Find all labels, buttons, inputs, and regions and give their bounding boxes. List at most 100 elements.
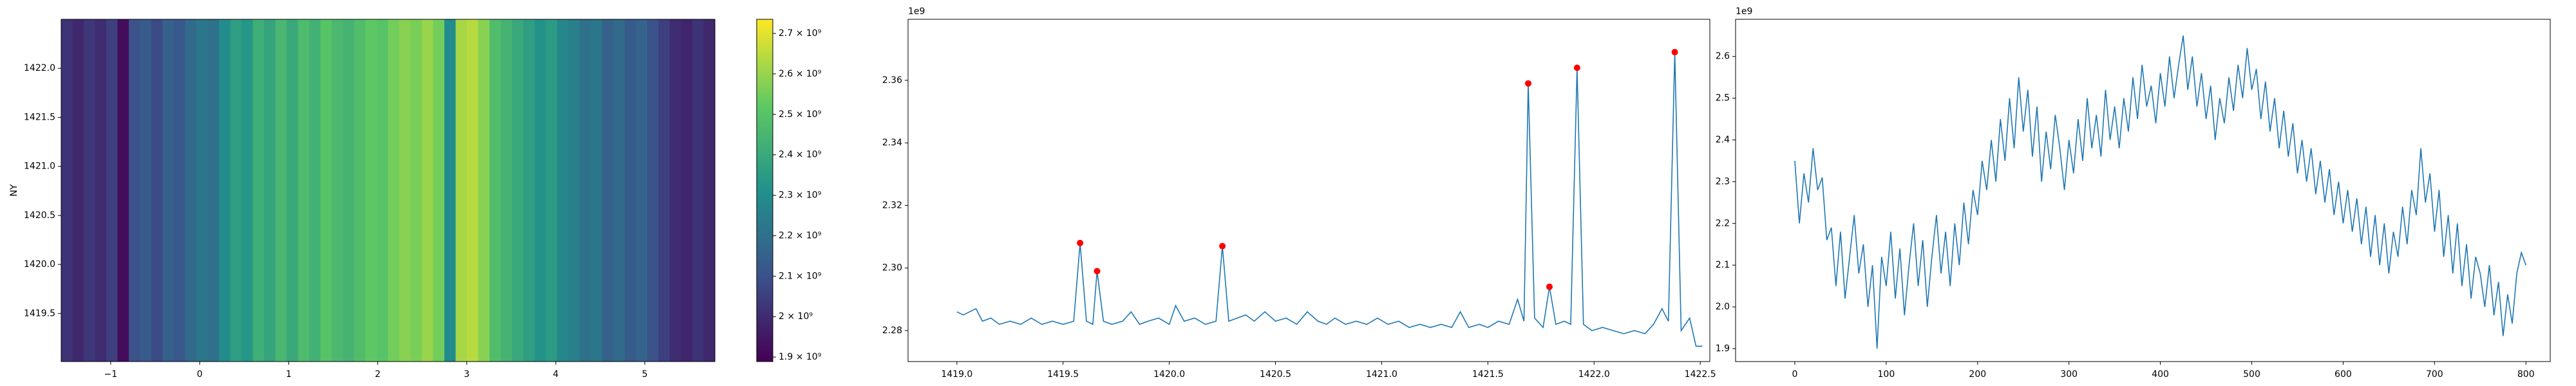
y-tick-label: 2.2 <box>1716 218 1730 228</box>
peak-marker <box>1573 64 1580 71</box>
heatmap-cell <box>84 19 96 362</box>
peak-marker <box>1546 283 1553 290</box>
y-axis-label: NY <box>9 184 19 196</box>
x-tick-label: 800 <box>2517 369 2535 380</box>
heatmap-cell <box>343 19 355 362</box>
heatmap-cell <box>140 19 152 362</box>
y-tick-label: 1420.5 <box>24 210 55 221</box>
heatmap-cell <box>320 19 332 362</box>
heatmap-cell <box>252 19 265 362</box>
x-tick-label: 1 <box>286 369 292 380</box>
y-tick-label: 2.30 <box>882 263 902 273</box>
x-tick-label: 1422.0 <box>1578 369 1610 380</box>
x-tick-label: 1419.5 <box>1047 369 1079 380</box>
heatmap-cell <box>410 19 422 362</box>
heatmap-cell <box>174 19 186 362</box>
colorbar-frame <box>756 19 773 362</box>
peak-marker <box>1671 49 1678 56</box>
heatmap-cell <box>332 19 344 362</box>
peak-marker <box>1094 268 1101 275</box>
heatmap-cell <box>658 19 670 362</box>
heatmap-cell <box>207 19 220 362</box>
heatmap-cell <box>625 19 637 362</box>
heatmap-cell <box>185 19 197 362</box>
heatmap-cell <box>670 19 682 362</box>
x-tick-label: 5 <box>642 369 648 380</box>
heatmap-cell <box>129 19 141 362</box>
y-tick-label: 2.28 <box>882 326 902 336</box>
heatmap-cell <box>500 19 513 362</box>
y-tick-label: 1421.0 <box>24 161 55 172</box>
line-series <box>1794 35 2527 349</box>
heatmap-cell <box>489 19 502 362</box>
heatmap-cell <box>196 19 209 362</box>
colorbar-tick-label: 2.7 × 10⁹ <box>779 28 822 39</box>
y-tick-label: 2.3 <box>1716 176 1730 187</box>
y-offset-label: 1e9 <box>908 6 925 17</box>
heatmap-cell <box>613 19 625 362</box>
heatmap-cell <box>61 19 73 362</box>
x-tick-label: 400 <box>2152 369 2169 380</box>
heatmap-cell <box>151 19 164 362</box>
x-tick-label: 4 <box>553 369 559 380</box>
heatmap-cell <box>365 19 377 362</box>
heatmap-cell <box>681 19 693 362</box>
x-tick-label: 500 <box>2243 369 2260 380</box>
y-tick-label: 2.36 <box>882 75 902 86</box>
colorbar-tick-label: 2.3 × 10⁹ <box>779 190 822 201</box>
heatmap-cell <box>455 19 468 362</box>
heatmap-cell <box>692 19 705 362</box>
heatmap-cell <box>467 19 479 362</box>
heatmap-cell <box>433 19 445 362</box>
heatmap-cell <box>106 19 118 362</box>
y-tick-label: 2.1 <box>1716 260 1730 270</box>
x-tick-label: 100 <box>1878 369 1895 380</box>
heatmap-cell <box>422 19 434 362</box>
y-tick-label: 1420.0 <box>24 259 55 270</box>
heatmap-cell <box>444 19 457 362</box>
colorbar-tick-label: 2.6 × 10⁹ <box>779 69 822 79</box>
heatmap-cell <box>388 19 400 362</box>
y-tick-label: 1421.5 <box>24 112 55 122</box>
colorbar-tick-label: 2.2 × 10⁹ <box>779 230 822 241</box>
heatmap-cell <box>478 19 490 362</box>
x-tick-label: −1 <box>104 369 118 380</box>
x-tick-label: 0 <box>1792 369 1797 380</box>
x-tick-label: 700 <box>2426 369 2443 380</box>
heatmap-cell <box>703 19 715 362</box>
x-tick-label: 1421.5 <box>1472 369 1504 380</box>
x-tick-label: 200 <box>1969 369 1986 380</box>
heatmap-cell <box>242 19 254 362</box>
x-tick-label: 300 <box>2060 369 2078 380</box>
heatmap-cell <box>545 19 558 362</box>
x-tick-label: 600 <box>2334 369 2352 380</box>
heatmap-cell <box>162 19 175 362</box>
colorbar-tick-label: 2 × 10⁹ <box>779 311 813 322</box>
x-tick-label: 0 <box>197 369 203 380</box>
y-tick-label: 1419.5 <box>24 308 55 318</box>
peak-marker <box>1219 243 1226 250</box>
heatmap-cell <box>298 19 310 362</box>
x-tick-label: 3 <box>464 369 469 380</box>
x-tick-label: 1419.0 <box>941 369 972 380</box>
heatmap-cell <box>602 19 614 362</box>
axes-frame <box>1735 19 2551 362</box>
axes-frame <box>61 19 715 362</box>
x-tick-label: 2 <box>375 369 381 380</box>
heatmap-cell <box>636 19 648 362</box>
heatmap-cell <box>523 19 535 362</box>
heatmap-cell <box>264 19 276 362</box>
heatmap-cell <box>377 19 389 362</box>
y-offset-label: 1e9 <box>1736 6 1752 17</box>
x-tick-label: 1420.5 <box>1260 369 1291 380</box>
y-tick-label: 2.5 <box>1716 93 1730 104</box>
heatmap-cell <box>399 19 412 362</box>
y-tick-label: 1.9 <box>1716 344 1730 354</box>
heatmap-cell <box>309 19 321 362</box>
heatmap-cell <box>95 19 107 362</box>
colorbar-tick-label: 2.5 × 10⁹ <box>779 109 822 120</box>
y-tick-label: 2.4 <box>1716 134 1730 145</box>
heatmap-cell <box>287 19 299 362</box>
y-tick-label: 2.34 <box>882 138 902 148</box>
